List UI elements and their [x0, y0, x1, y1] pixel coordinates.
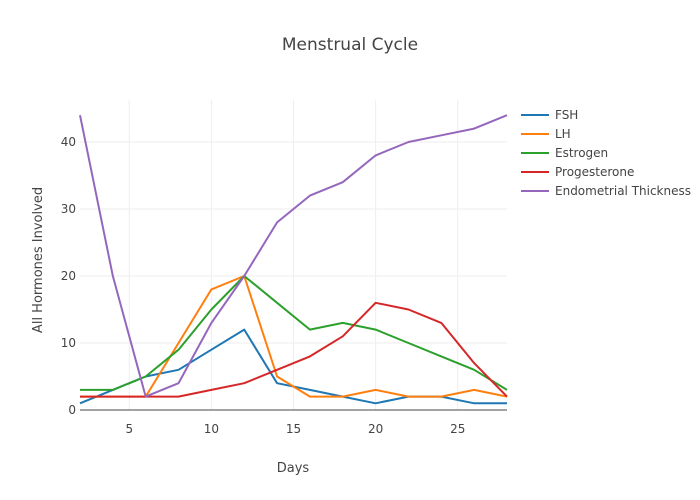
x-axis-label: Days [277, 461, 310, 476]
legend-label-progesterone: Progesterone [555, 165, 634, 179]
x-tick-label: 20 [368, 422, 383, 436]
legend-label-endometrial-thickness: Endometrial Thickness [555, 184, 691, 198]
x-tick-label: 25 [450, 422, 465, 436]
y-tick-label: 40 [61, 135, 76, 149]
series-line-estrogen [80, 275, 508, 391]
chart-title: Menstrual Cycle [282, 35, 418, 55]
series-line-progesterone [80, 301, 508, 398]
legend-label-lh: LH [555, 127, 571, 141]
y-tick-label: 30 [61, 202, 76, 216]
x-tick-label: 10 [204, 422, 219, 436]
y-axis-label: All Hormones Involved [31, 187, 46, 333]
axis-ticks: 5 10 15 20 25 0 10 20 30 40 [61, 135, 466, 436]
legend: FSH LH Estrogen Progesterone Endometrial Thi… [521, 108, 691, 198]
y-tick-label: 0 [68, 403, 76, 417]
y-tick-label: 10 [61, 336, 76, 350]
grid-lines [80, 100, 507, 410]
series-line-lh [80, 275, 508, 398]
legend-label-estrogen: Estrogen [555, 146, 608, 160]
x-tick-label: 5 [125, 422, 133, 436]
series-lines [79, 114, 508, 405]
y-tick-label: 20 [61, 269, 76, 283]
x-tick-label: 15 [286, 422, 301, 436]
series-line-endometrial-thickness [79, 114, 508, 398]
legend-label-fsh: FSH [555, 108, 578, 122]
